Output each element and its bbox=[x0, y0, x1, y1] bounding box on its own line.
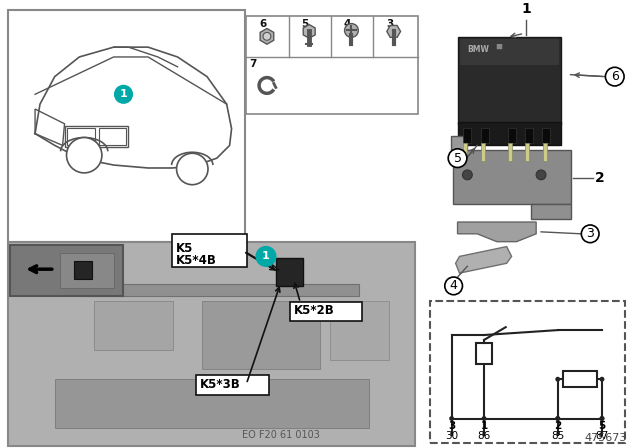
Bar bbox=[74, 261, 92, 279]
Text: 1: 1 bbox=[522, 2, 531, 16]
Bar bbox=[10, 245, 122, 296]
Bar bbox=[430, 301, 625, 443]
Text: 4: 4 bbox=[450, 280, 458, 293]
FancyBboxPatch shape bbox=[172, 234, 247, 267]
Text: 3: 3 bbox=[586, 227, 594, 240]
FancyBboxPatch shape bbox=[289, 302, 362, 321]
Bar bbox=[525, 143, 529, 161]
Bar bbox=[463, 143, 467, 161]
Circle shape bbox=[556, 377, 560, 382]
Text: K5*4B: K5*4B bbox=[175, 254, 216, 267]
Bar bbox=[525, 128, 533, 143]
Polygon shape bbox=[387, 26, 401, 37]
Text: 2: 2 bbox=[554, 422, 561, 431]
Text: K5*2B: K5*2B bbox=[294, 304, 334, 317]
Text: 4: 4 bbox=[344, 19, 351, 29]
Bar bbox=[476, 343, 492, 365]
Bar bbox=[452, 150, 570, 204]
Bar bbox=[55, 379, 369, 428]
Bar bbox=[8, 241, 415, 446]
Bar bbox=[542, 128, 550, 143]
Circle shape bbox=[556, 416, 560, 421]
Circle shape bbox=[600, 416, 604, 421]
Bar bbox=[481, 143, 485, 161]
Text: 1: 1 bbox=[262, 251, 270, 262]
Text: 3: 3 bbox=[386, 19, 393, 29]
Bar bbox=[543, 143, 547, 161]
Circle shape bbox=[581, 225, 599, 243]
Text: 1: 1 bbox=[120, 89, 127, 99]
Bar bbox=[246, 16, 419, 114]
Circle shape bbox=[463, 170, 472, 180]
Bar bbox=[202, 301, 320, 370]
Polygon shape bbox=[531, 204, 570, 219]
Text: 2: 2 bbox=[595, 171, 605, 185]
Bar bbox=[481, 128, 489, 143]
Text: 3: 3 bbox=[448, 422, 455, 431]
Bar bbox=[276, 258, 303, 286]
Circle shape bbox=[445, 277, 463, 295]
Circle shape bbox=[177, 153, 208, 185]
Polygon shape bbox=[260, 29, 274, 44]
Bar bbox=[508, 143, 511, 161]
Bar bbox=[458, 122, 561, 146]
Text: 6: 6 bbox=[611, 70, 619, 83]
FancyBboxPatch shape bbox=[196, 375, 269, 395]
Bar bbox=[463, 128, 471, 143]
Text: BMW: BMW bbox=[467, 45, 489, 54]
Bar bbox=[99, 128, 127, 146]
Text: ◼: ◼ bbox=[495, 42, 502, 51]
Circle shape bbox=[67, 138, 102, 173]
Bar bbox=[330, 301, 388, 360]
Circle shape bbox=[449, 416, 454, 421]
Circle shape bbox=[482, 416, 486, 421]
Text: K5: K5 bbox=[175, 241, 193, 254]
Bar bbox=[94, 301, 173, 350]
Polygon shape bbox=[303, 25, 315, 38]
Bar bbox=[65, 126, 129, 147]
Text: K5*3B: K5*3B bbox=[200, 378, 241, 391]
Circle shape bbox=[556, 416, 560, 421]
Circle shape bbox=[263, 32, 271, 40]
Text: 7: 7 bbox=[249, 59, 257, 69]
Circle shape bbox=[448, 149, 467, 168]
Text: 5: 5 bbox=[301, 19, 308, 29]
Text: 1: 1 bbox=[481, 422, 488, 431]
Bar bbox=[67, 128, 95, 146]
Text: 30: 30 bbox=[445, 431, 458, 441]
Circle shape bbox=[344, 24, 358, 37]
Text: 5: 5 bbox=[598, 422, 605, 431]
Bar bbox=[60, 254, 114, 288]
Circle shape bbox=[256, 246, 276, 266]
Text: 87: 87 bbox=[595, 431, 609, 441]
Circle shape bbox=[115, 86, 132, 103]
Bar bbox=[84, 284, 359, 296]
Text: 5: 5 bbox=[454, 152, 461, 165]
Text: 475673: 475673 bbox=[584, 433, 627, 443]
Circle shape bbox=[605, 67, 624, 86]
Polygon shape bbox=[456, 246, 511, 273]
Text: 86: 86 bbox=[477, 431, 491, 441]
Bar bbox=[458, 37, 561, 124]
Polygon shape bbox=[451, 136, 467, 150]
Bar bbox=[508, 128, 515, 143]
Text: 85: 85 bbox=[551, 431, 564, 441]
Text: EO F20 61 0103: EO F20 61 0103 bbox=[242, 430, 319, 440]
Bar bbox=[460, 39, 559, 65]
Circle shape bbox=[600, 377, 604, 382]
Text: 6: 6 bbox=[259, 19, 266, 29]
Polygon shape bbox=[458, 222, 536, 241]
Circle shape bbox=[600, 416, 604, 421]
Bar bbox=[8, 10, 245, 241]
Circle shape bbox=[536, 170, 546, 180]
Bar bbox=[563, 371, 597, 387]
